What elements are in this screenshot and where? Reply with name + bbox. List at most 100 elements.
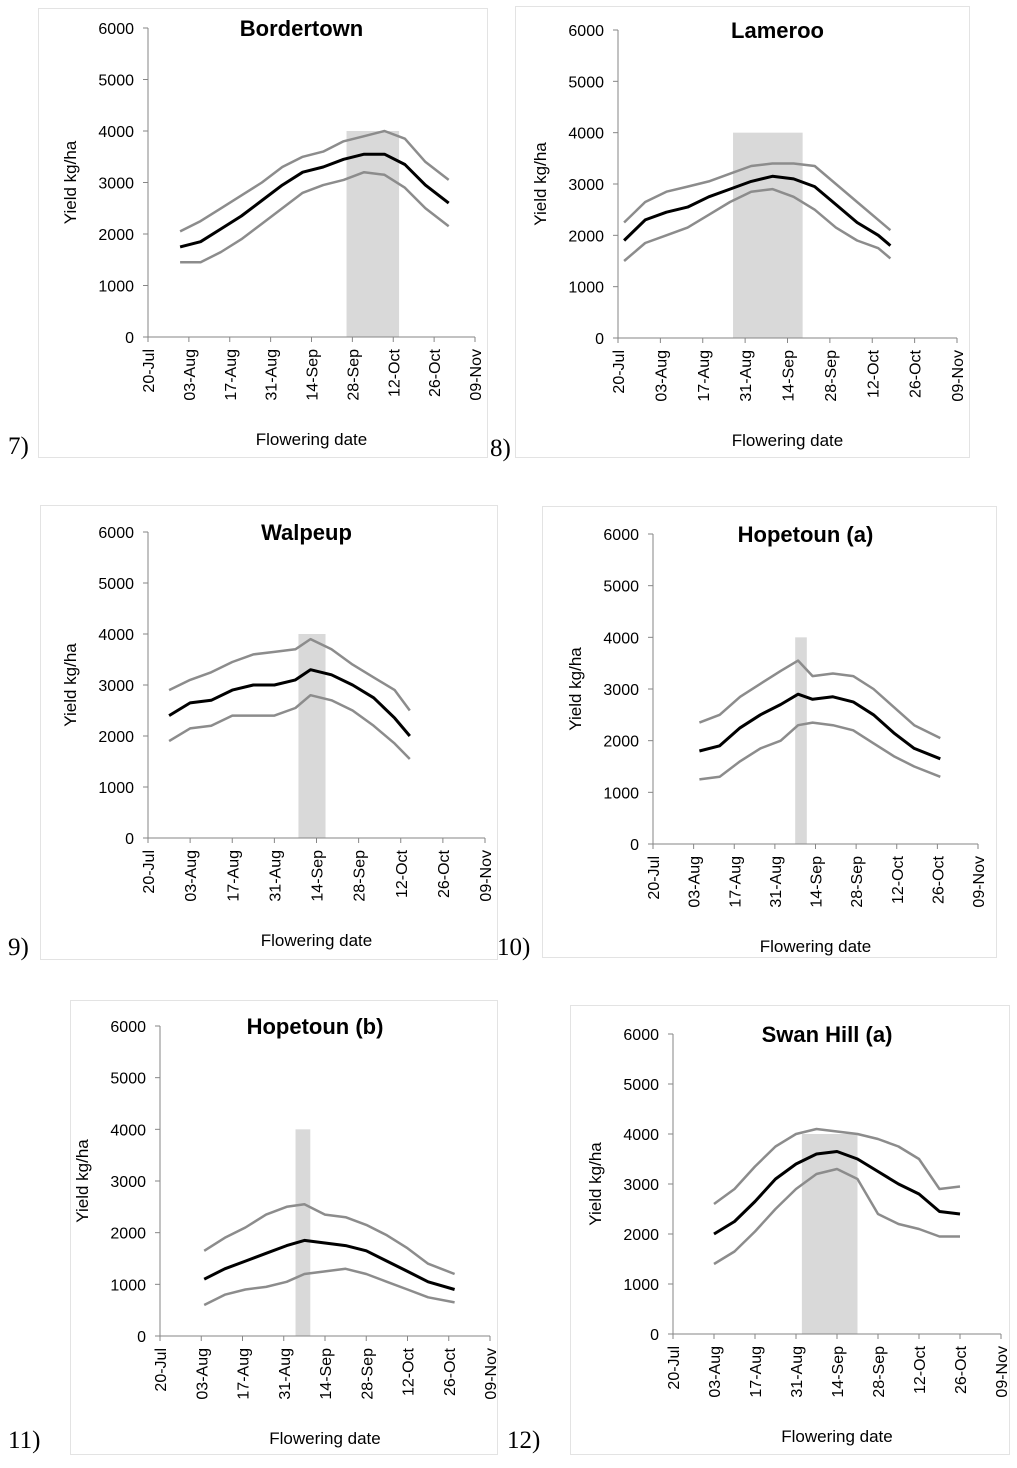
series-line-lower bbox=[699, 721, 941, 781]
series-line-upper bbox=[203, 1203, 456, 1276]
x-tick-label: 09-Nov bbox=[468, 349, 485, 401]
y-tick-label: 1000 bbox=[110, 1277, 146, 1294]
y-axis-title: Yield kg/ha bbox=[531, 142, 550, 226]
x-tick-label: 12-Oct bbox=[865, 349, 882, 398]
y-axis-title: Yield kg/ha bbox=[61, 140, 80, 224]
y-tick-label: 4000 bbox=[98, 627, 134, 644]
x-tick-label: 28-Sep bbox=[352, 850, 369, 902]
series-line-lower bbox=[623, 187, 892, 262]
x-tick-label: 14-Sep bbox=[310, 850, 327, 902]
x-axis-title: Flowering date bbox=[261, 931, 373, 950]
chart-frame bbox=[570, 1005, 1010, 1455]
y-tick-label: 6000 bbox=[603, 527, 639, 544]
chart-title: Swan Hill (a) bbox=[762, 1022, 893, 1047]
flowering-window-band bbox=[295, 1129, 311, 1336]
x-tick-label: 20-Jul bbox=[646, 856, 663, 900]
y-tick-label: 1000 bbox=[623, 1277, 659, 1294]
y-tick-label: 0 bbox=[125, 831, 134, 848]
y-axis-title: Yield kg/ha bbox=[73, 1139, 92, 1223]
x-tick-label: 20-Jul bbox=[153, 1348, 170, 1392]
y-tick-label: 5000 bbox=[110, 1071, 146, 1088]
y-tick-label: 5000 bbox=[623, 1077, 659, 1094]
x-tick-label: 17-Aug bbox=[727, 856, 744, 908]
x-tick-label: 09-Nov bbox=[971, 856, 988, 908]
y-tick-label: 4000 bbox=[603, 630, 639, 647]
y-axis-title: Yield kg/ha bbox=[566, 647, 585, 731]
x-tick-label: 28-Sep bbox=[871, 1346, 888, 1398]
x-axis-title: Flowering date bbox=[732, 431, 844, 450]
x-tick-label: 03-Aug bbox=[194, 1348, 211, 1400]
x-tick-label: 14-Sep bbox=[781, 350, 798, 402]
x-tick-label: 31-Aug bbox=[738, 350, 755, 402]
series-line-mean bbox=[203, 1238, 456, 1291]
x-tick-label: 09-Nov bbox=[950, 350, 967, 402]
panel-number-label: 12) bbox=[507, 1427, 541, 1454]
x-tick-label: 09-Nov bbox=[994, 1346, 1011, 1398]
x-tick-label: 03-Aug bbox=[653, 350, 670, 402]
y-tick-label: 2000 bbox=[623, 1227, 659, 1244]
y-tick-label: 3000 bbox=[98, 176, 134, 193]
series-line-mean bbox=[168, 668, 411, 737]
x-tick-label: 26-Oct bbox=[442, 1347, 459, 1396]
x-tick-label: 31-Aug bbox=[264, 349, 281, 401]
y-tick-label: 3000 bbox=[110, 1174, 146, 1191]
y-tick-label: 2000 bbox=[110, 1226, 146, 1243]
x-axis-title: Flowering date bbox=[760, 937, 872, 956]
x-tick-label: 09-Nov bbox=[483, 1348, 500, 1400]
x-tick-label: 17-Aug bbox=[696, 350, 713, 402]
y-tick-label: 1000 bbox=[98, 780, 134, 797]
series-line-lower bbox=[713, 1167, 960, 1266]
series-line-upper bbox=[698, 659, 941, 740]
y-tick-label: 3000 bbox=[568, 177, 604, 194]
chart-frame bbox=[70, 1000, 498, 1455]
y-tick-label: 0 bbox=[595, 331, 604, 348]
x-axis-title: Flowering date bbox=[269, 1429, 381, 1448]
x-tick-label: 17-Aug bbox=[225, 850, 242, 902]
x-tick-label: 26-Oct bbox=[908, 349, 925, 398]
panel-number-label: 11) bbox=[8, 1427, 41, 1454]
x-axis-title: Flowering date bbox=[256, 430, 368, 449]
flowering-window-band bbox=[733, 132, 803, 338]
x-tick-label: 26-Oct bbox=[427, 348, 444, 397]
y-tick-label: 2000 bbox=[98, 729, 134, 746]
flowering-window-band bbox=[298, 634, 326, 838]
y-tick-label: 6000 bbox=[98, 21, 134, 38]
x-tick-label: 12-Oct bbox=[890, 855, 907, 904]
x-tick-label: 20-Jul bbox=[611, 350, 628, 394]
y-tick-label: 2000 bbox=[98, 227, 134, 244]
chart-title: Bordertown bbox=[240, 16, 363, 41]
x-tick-label: 28-Sep bbox=[359, 1348, 376, 1400]
y-tick-label: 5000 bbox=[568, 74, 604, 91]
y-tick-label: 2000 bbox=[603, 734, 639, 751]
y-tick-label: 1000 bbox=[98, 279, 134, 296]
series-line-upper bbox=[713, 1127, 961, 1206]
y-tick-label: 4000 bbox=[110, 1122, 146, 1139]
y-tick-label: 3000 bbox=[98, 678, 134, 695]
x-tick-label: 03-Aug bbox=[182, 349, 199, 401]
y-tick-label: 0 bbox=[650, 1327, 659, 1344]
series-line-mean bbox=[179, 152, 450, 249]
x-tick-label: 17-Aug bbox=[223, 349, 240, 401]
series-line-upper bbox=[179, 129, 450, 233]
series-line-lower bbox=[180, 170, 450, 264]
x-tick-label: 26-Oct bbox=[953, 1345, 970, 1394]
y-tick-label: 0 bbox=[630, 837, 639, 854]
series-line-lower bbox=[168, 693, 411, 760]
flowering-window-band bbox=[346, 131, 400, 337]
series-line-upper bbox=[623, 162, 892, 232]
flowering-window-band bbox=[801, 1134, 858, 1334]
y-tick-label: 1000 bbox=[603, 785, 639, 802]
x-tick-label: 12-Oct bbox=[386, 348, 403, 397]
series-line-mean bbox=[713, 1150, 961, 1236]
x-tick-label: 14-Sep bbox=[305, 349, 322, 401]
chart-title: Hopetoun (a) bbox=[738, 522, 874, 547]
chart-frame bbox=[542, 506, 997, 958]
panel-number-label: 9) bbox=[8, 934, 29, 961]
chart-title: Walpeup bbox=[261, 520, 352, 545]
chart-title: Lameroo bbox=[731, 18, 824, 43]
